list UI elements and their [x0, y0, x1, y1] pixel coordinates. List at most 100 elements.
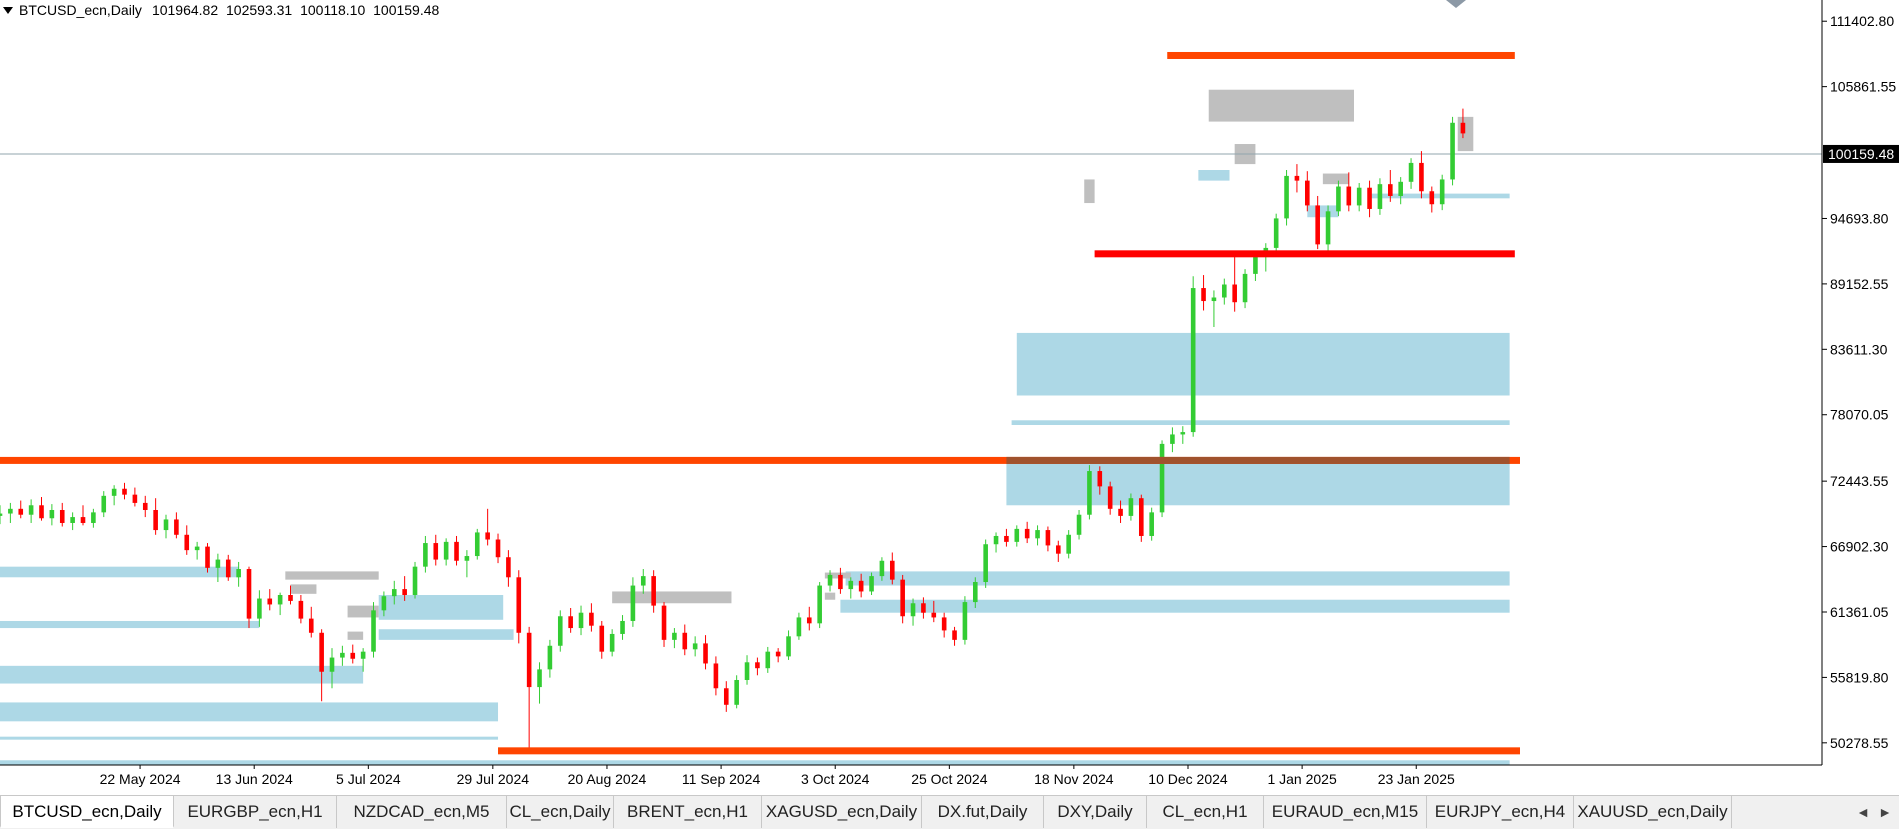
candle-116 [1201, 275, 1206, 311]
candle-36 [371, 602, 376, 658]
candle-28 [288, 585, 293, 605]
price-chart[interactable]: 111402.80 105861.55 94693.80 89152.55 83611.… [0, 0, 1899, 795]
zone-7 [378, 595, 504, 620]
candle-body-4 [39, 505, 44, 519]
candle-body-58 [599, 625, 605, 652]
candle-94 [972, 577, 978, 608]
candle-58 [599, 620, 605, 659]
tab-scroll-left-icon[interactable]: ◄ [1856, 804, 1870, 820]
candle-body-15 [153, 510, 158, 531]
candle-body-106 [1097, 471, 1103, 487]
candle-body-7 [70, 517, 75, 523]
tab-2[interactable]: NZDCAD_ecn,M5 [337, 796, 507, 828]
candle-99 [1024, 521, 1030, 544]
candle-body-114 [1180, 432, 1186, 435]
candle-body-33 [340, 652, 345, 658]
candle-body-127 [1315, 205, 1320, 245]
candle-45 [464, 550, 470, 578]
candle-21 [215, 553, 221, 583]
candle-body-124 [1284, 175, 1289, 219]
candle-body-89 [921, 603, 926, 613]
tab-11[interactable]: XAUUSD_ecn,Daily [1574, 796, 1732, 828]
candle-81 [838, 567, 843, 594]
candle-body-19 [194, 546, 200, 551]
candle-130 [1346, 172, 1352, 212]
candle-body-59 [609, 633, 615, 652]
time-tick-label-3: 29 Jul 2024 [457, 771, 530, 787]
tab-9[interactable]: EURAUD_ecn,M15 [1264, 796, 1427, 828]
candle-136 [1408, 158, 1414, 189]
candle-72 [744, 655, 750, 685]
candle-47 [485, 508, 490, 546]
candle-97 [1004, 528, 1009, 547]
candle-108 [1118, 500, 1123, 523]
candle-27 [277, 592, 283, 616]
candle-body-29 [298, 600, 304, 619]
tab-6[interactable]: DX.fut,Daily [922, 796, 1044, 828]
candle-body-119 [1232, 284, 1237, 303]
candle-111 [1149, 507, 1154, 541]
zone-23 [1208, 89, 1354, 122]
candle-body-47 [485, 532, 490, 540]
candle-body-2 [18, 508, 24, 515]
candle-body-3 [28, 505, 34, 515]
zone-16 [285, 571, 379, 580]
candle-body-105 [1087, 471, 1092, 515]
candle-body-86 [889, 560, 895, 580]
zone-2 [1006, 460, 1510, 506]
tab-7[interactable]: DXY,Daily [1044, 796, 1147, 828]
candle-93 [962, 596, 968, 645]
candle-body-120 [1242, 273, 1248, 303]
candle-body-136 [1408, 162, 1414, 182]
candle-body-6 [59, 510, 65, 523]
tab-4[interactable]: BRENT_ecn,H1 [614, 796, 762, 828]
candle-body-84 [869, 576, 874, 592]
zone-14 [1198, 170, 1230, 181]
candle-54 [557, 610, 563, 652]
candle-body-12 [122, 488, 127, 495]
candle-9 [91, 508, 96, 528]
tab-scroll-right-icon[interactable]: ► [1878, 804, 1892, 820]
candle-body-93 [962, 602, 968, 640]
tab-8[interactable]: CL_ecn,H1 [1147, 796, 1264, 828]
candle-body-18 [184, 534, 190, 551]
tab-3[interactable]: CL_ecn,Daily [507, 796, 614, 828]
candle-body-99 [1024, 528, 1030, 539]
candle-body-101 [1045, 530, 1051, 546]
candle-56 [578, 605, 584, 636]
candle-106 [1097, 466, 1103, 495]
candle-body-54 [557, 616, 563, 646]
candle-body-91 [941, 617, 947, 631]
candle-124 [1284, 170, 1289, 226]
candle-46 [474, 528, 480, 560]
candle-1 [8, 502, 13, 523]
candle-body-95 [983, 544, 988, 583]
candle-body-34 [350, 652, 356, 659]
candle-125 [1294, 164, 1300, 193]
candle-body-28 [288, 595, 293, 601]
candle-body-78 [806, 617, 812, 624]
candle-70 [723, 681, 729, 712]
candle-body-51 [526, 632, 532, 688]
collapse-triangle-icon[interactable] [3, 6, 13, 14]
candle-body-97 [1004, 535, 1009, 542]
candle-68 [703, 635, 708, 670]
candle-body-13 [132, 494, 138, 503]
tab-1[interactable]: EURGBP_ecn,H1 [174, 796, 337, 828]
zone-10 [0, 702, 499, 722]
plot-background [0, 0, 1822, 765]
tab-5[interactable]: XAGUSD_ecn,Daily [762, 796, 922, 828]
candle-59 [609, 629, 615, 657]
candle-127 [1315, 195, 1320, 250]
candle-79 [817, 582, 822, 629]
candle-113 [1170, 427, 1175, 453]
current-price-label: 100159.48 [1828, 146, 1894, 162]
candle-body-121 [1253, 256, 1258, 274]
tab-10[interactable]: EURJPY_ecn,H4 [1427, 796, 1574, 828]
candle-123 [1273, 213, 1279, 254]
candle-body-40 [412, 566, 418, 595]
candle-110 [1138, 494, 1144, 542]
tab-0[interactable]: BTCUSD_ecn,Daily [0, 796, 174, 828]
candle-body-41 [423, 543, 428, 567]
candle-32 [329, 648, 335, 689]
